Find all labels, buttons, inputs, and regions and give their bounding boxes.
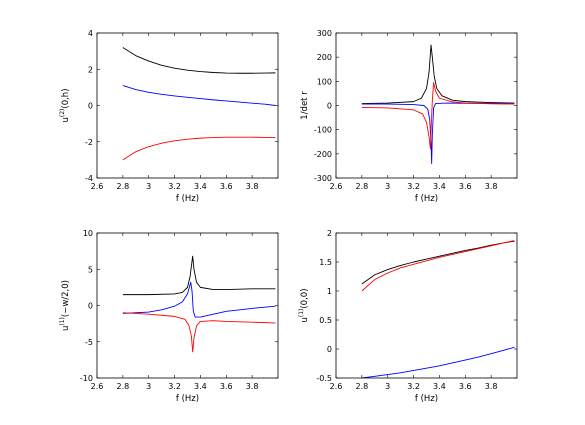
chart-2-xtick-label: 2.8: [355, 182, 368, 191]
chart-3-ytick-label: -5: [85, 338, 93, 347]
chart-4-xtick-label: 3.2: [407, 382, 420, 391]
chart-1-series-group: [122, 47, 276, 161]
chart-4-ytick-label: 0: [327, 345, 332, 354]
chart-4: 2.6 2.8 3 3.2 3.4 3.6 3.8 -0.5 0 0.5 1 1.5 2 f (Hz) u(…: [298, 229, 518, 404]
chart-1-xtick-label: 3.8: [246, 182, 259, 191]
chart-2-xtick-label: 2.6: [330, 182, 343, 191]
chart-3-series-line-3: [122, 312, 276, 353]
chart-1-ytick-label: 0: [88, 102, 93, 111]
chart-2-ytick-label: -300: [314, 174, 332, 183]
chart-4-ytick-label: 1: [327, 287, 332, 296]
chart-4-series-line-1: [361, 240, 515, 285]
chart-3-xtick-label: 2.8: [116, 382, 129, 391]
chart-4-series-line-2: [361, 240, 515, 292]
chart-4-xlabel: f (Hz): [415, 394, 438, 404]
chart-2-series-group: [361, 44, 515, 164]
chart-2-xtick-label: 3.6: [459, 182, 472, 191]
chart-1-ylabel: u(2)(0,h): [59, 88, 71, 122]
chart-4-series-group: [361, 240, 515, 378]
chart-3-ytick-label: -10: [80, 374, 93, 383]
chart-2-ytick-label: 100: [317, 77, 332, 86]
chart-1-series-line-1: [122, 47, 276, 74]
chart-2-xtick-label: 3.8: [485, 182, 498, 191]
chart-3-xtick-label: 3.6: [220, 382, 233, 391]
chart-3-series-line-2: [122, 281, 276, 318]
chart-1-xtick-label: 3.6: [220, 182, 233, 191]
chart-2-ytick-label: -200: [314, 150, 332, 159]
chart-2-ytick-label: -100: [314, 126, 332, 135]
chart-1-ytick-label: -4: [85, 174, 93, 183]
chart-3-series-line-1: [122, 255, 276, 296]
chart-1-ytick-label: 2: [88, 65, 93, 74]
chart-1-series-line-2: [122, 85, 276, 106]
chart-2-xtick-label: 3.2: [407, 182, 420, 191]
chart-2-ytick-label: 200: [317, 53, 332, 62]
chart-2-ytick-label: 300: [317, 29, 332, 38]
chart-1-axes-box: [96, 32, 279, 179]
chart-4-ytick-label: 1.5: [319, 258, 332, 267]
chart-2-ylabel: 1/det r: [300, 91, 310, 120]
chart-3: 2.6 2.8 3 3.2 3.4 3.6 3.8 -10 -5 0 5 10 f (Hz) u(1)(−…: [59, 229, 279, 404]
chart-2-ytick-label: 0: [327, 102, 332, 111]
chart-2-xlabel: f (Hz): [415, 194, 438, 204]
chart-3-xlabel: f (Hz): [176, 394, 199, 404]
chart-4-xtick-label: 2.8: [355, 382, 368, 391]
chart-2-series-line-2: [361, 102, 515, 164]
chart-3-ytick-label: 5: [88, 265, 93, 274]
chart-4-ytick-label: -0.5: [316, 374, 332, 383]
chart-3-axes-box: [96, 232, 279, 379]
chart-3-ylabel: u(1)(−w/2,0): [59, 280, 71, 331]
chart-4-ylabel: u(1)(0,0): [298, 288, 310, 322]
chart-2-series-line-3: [361, 82, 515, 150]
chart-3-xtick-label: 3.8: [246, 382, 259, 391]
chart-2-xtick-label: 3.4: [433, 182, 446, 191]
chart-3-series-group: [122, 255, 276, 353]
chart-3-xtick-label: 2.6: [91, 382, 104, 391]
chart-1-ytick-label: 4: [88, 29, 93, 38]
chart-1-xtick-label: 3.2: [168, 182, 181, 191]
chart-4-series-line-3: [361, 346, 515, 378]
chart-1-series-line-3: [122, 136, 276, 161]
chart-2: 2.6 2.8 3 3.2 3.4 3.6 3.8 -300 -200 -100 0 100 200 30…: [300, 29, 518, 204]
chart-2-series-line-1: [361, 44, 515, 105]
chart-4-ytick-label: 2: [327, 229, 332, 238]
chart-3-ytick-label: 10: [83, 229, 93, 238]
chart-4-ytick-label: 0.5: [319, 316, 332, 325]
chart-2-axes-box: [335, 32, 518, 179]
chart-4-xtick-label: 3.4: [433, 382, 446, 391]
chart-1-xtick-label: 2.8: [116, 182, 129, 191]
chart-1-ytick-label: -2: [85, 138, 93, 147]
chart-4-axes-box: [335, 232, 518, 379]
chart-1-xtick-label: 3.4: [194, 182, 207, 191]
chart-4-xtick-label: 2.6: [330, 382, 343, 391]
chart-2-xtick-label: 3: [385, 182, 390, 191]
chart-1-xtick-label: 3: [146, 182, 151, 191]
chart-3-xtick-label: 3.2: [168, 382, 181, 391]
chart-1: 2.6 2.8 3 3.2 3.4 3.6 3.8 -4 -2 0 2 4 f (Hz) u(2)(0,h…: [59, 29, 279, 204]
chart-1-xtick-label: 2.6: [91, 182, 104, 191]
chart-4-xtick-label: 3: [385, 382, 390, 391]
chart-4-xtick-label: 3.8: [485, 382, 498, 391]
chart-4-xtick-label: 3.6: [459, 382, 472, 391]
chart-3-xtick-label: 3: [146, 382, 151, 391]
chart-3-ytick-label: 0: [88, 302, 93, 311]
chart-1-xlabel: f (Hz): [176, 194, 199, 204]
chart-3-xtick-label: 3.4: [194, 382, 207, 391]
